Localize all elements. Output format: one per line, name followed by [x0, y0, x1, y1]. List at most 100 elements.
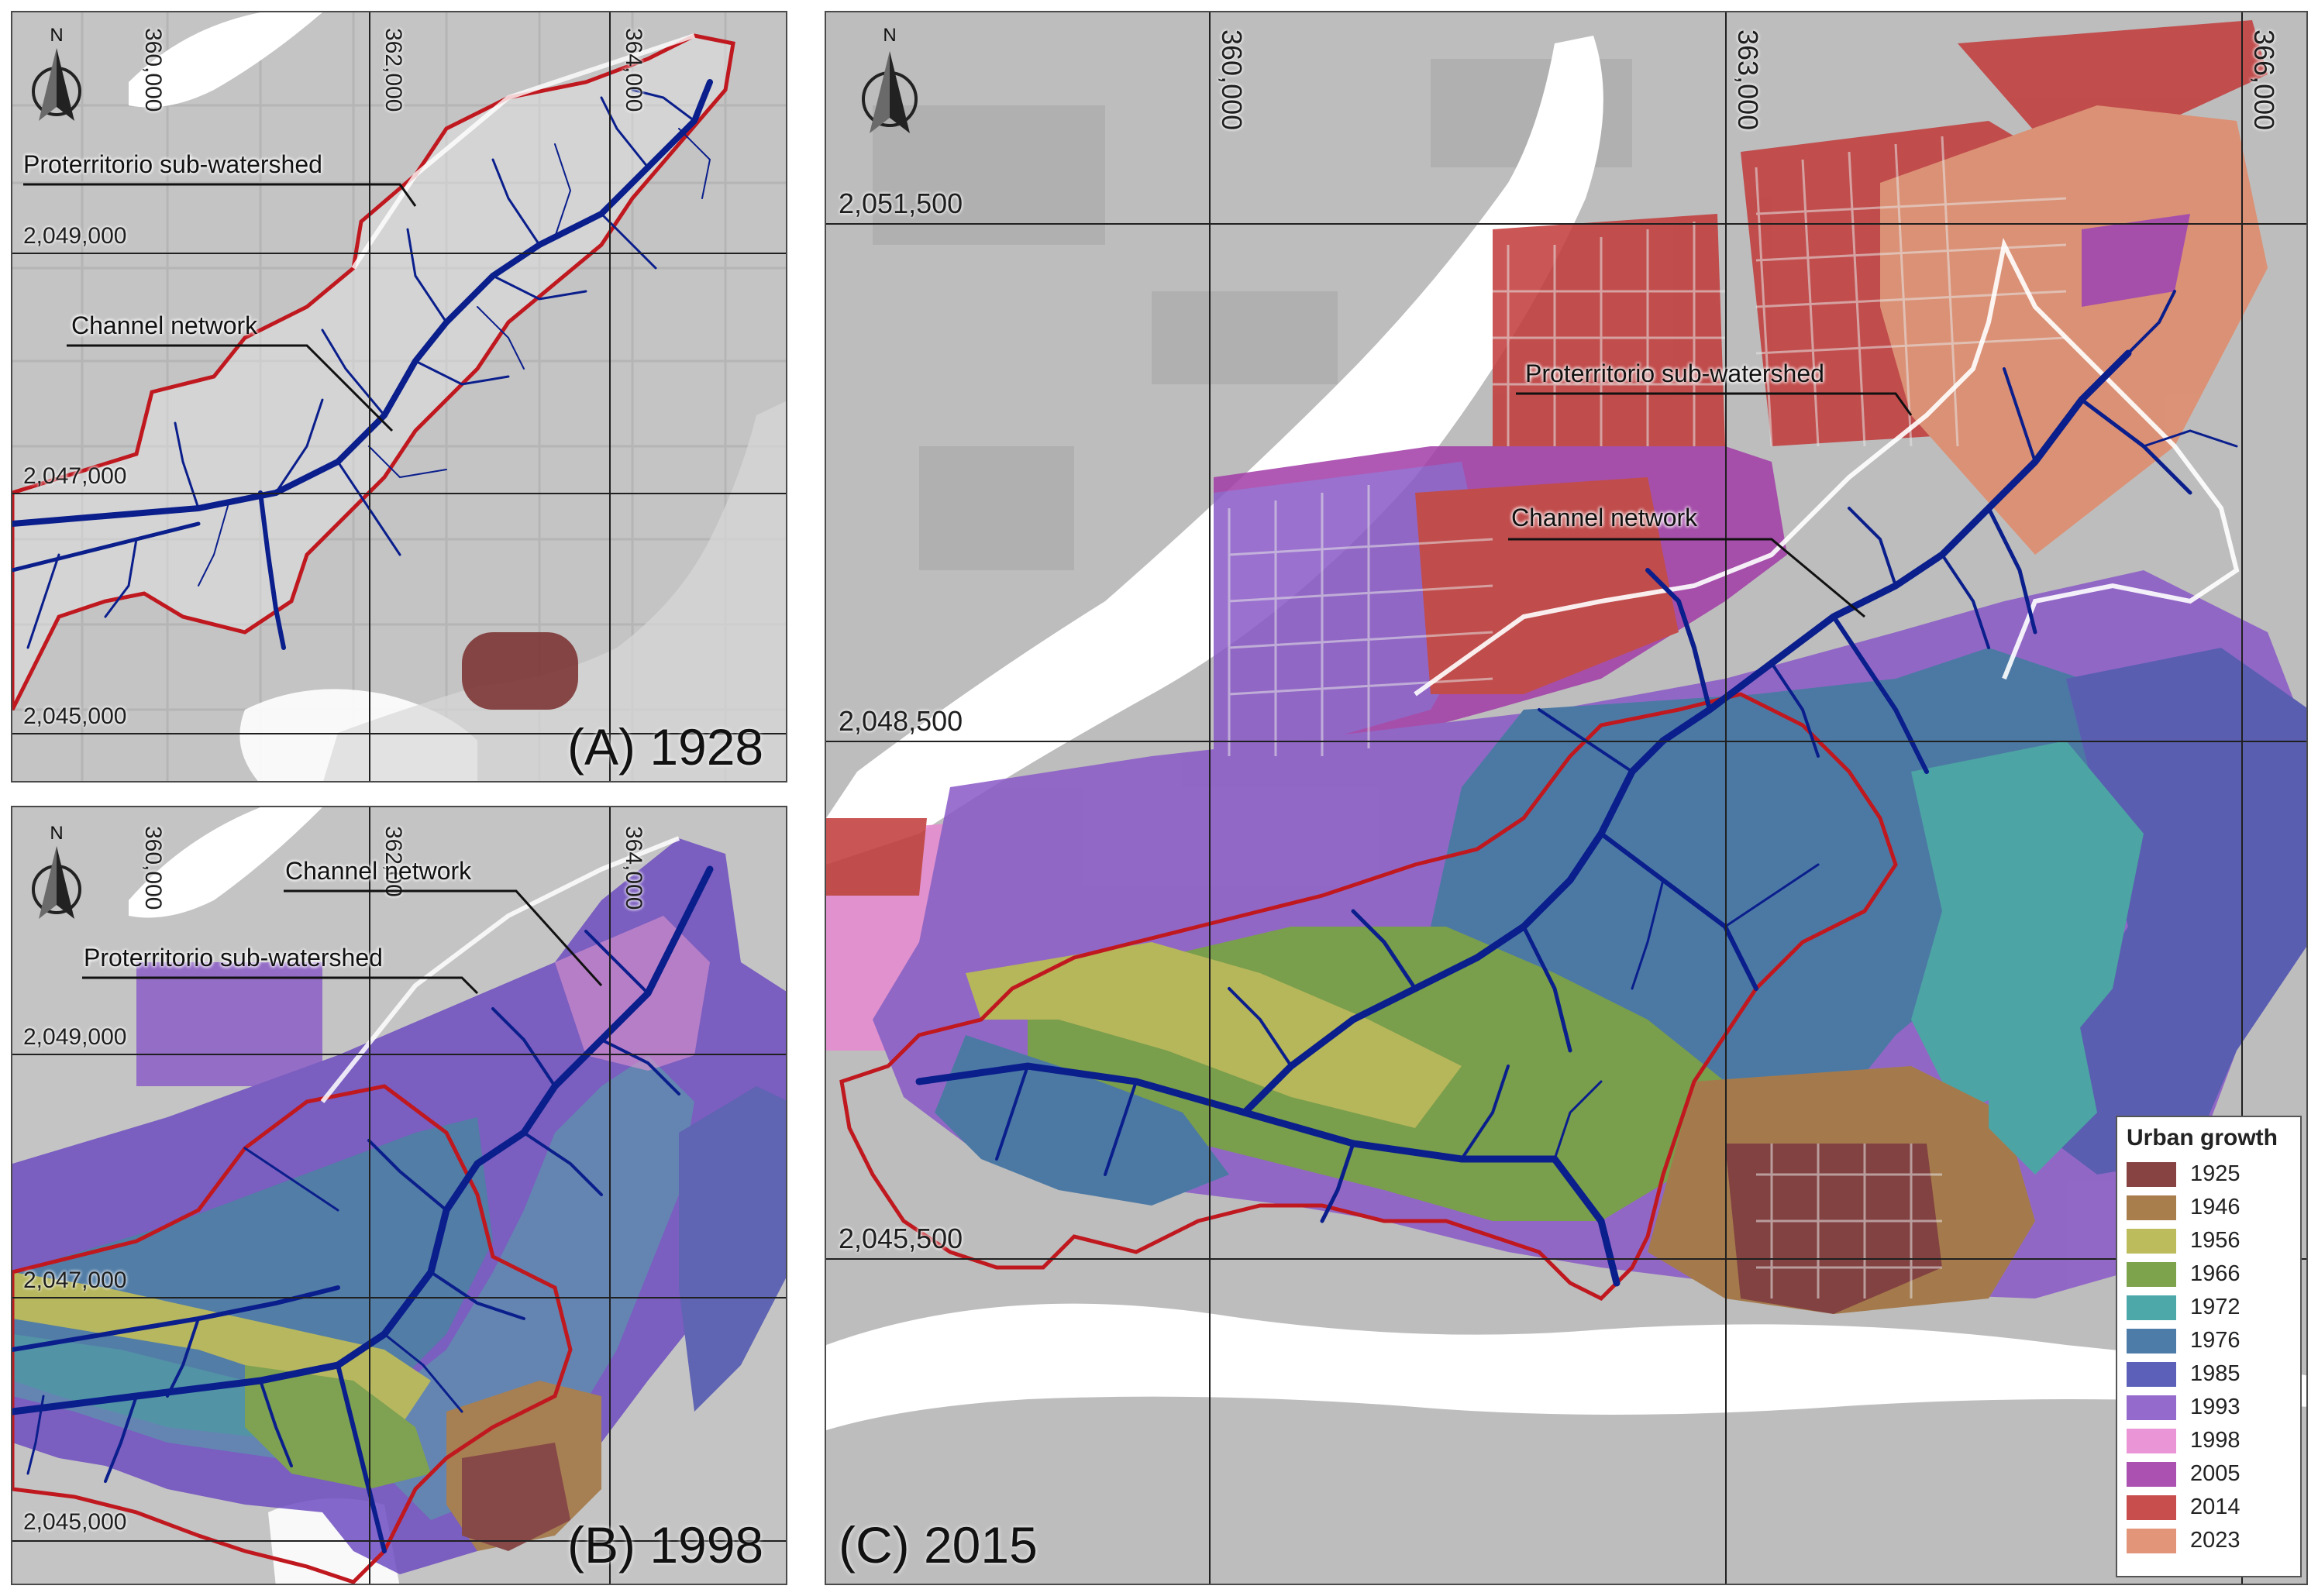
legend-label: 1998	[2190, 1428, 2241, 1453]
y-tick-b-1: 2,047,000	[23, 1268, 127, 1293]
grid-h3-c	[826, 1258, 2306, 1260]
lake-b	[129, 807, 322, 918]
grid-v2-a	[609, 12, 611, 781]
panel-c-2015: 360,000 363,000 366,000 2,051,500 2,048,…	[825, 11, 2308, 1585]
grid-v1-b	[369, 807, 370, 1584]
legend-label: 1966	[2190, 1261, 2241, 1286]
boundary-white-c	[1414, 237, 2240, 697]
callout-watershed-b: Proterritorio sub-watershed	[84, 944, 383, 972]
legend-title: Urban growth	[2127, 1125, 2278, 1151]
legend-label: 2005	[2190, 1461, 2241, 1486]
legend-item-1972: 1972	[2127, 1291, 2291, 1324]
north-arrow-icon	[32, 846, 81, 919]
legend-item-2023: 2023	[2127, 1524, 2291, 1557]
legend-item-1998: 1998	[2127, 1424, 2291, 1457]
legend-swatch	[2127, 1395, 2176, 1420]
grid-h2-b	[12, 1297, 786, 1298]
legend-swatch	[2127, 1295, 2176, 1320]
y-tick-b-0: 2,049,000	[23, 1024, 127, 1050]
channel-network-a	[12, 79, 713, 650]
north-arrow-c: N	[857, 25, 922, 157]
grid-h3-a	[12, 733, 786, 734]
legend-rows: 1925 1946 1956 1966 1972 1976 1985 1993 1998 2005…	[2127, 1157, 2291, 1557]
north-arrow-a: N	[28, 25, 85, 141]
legend-swatch	[2127, 1261, 2176, 1287]
urban-1925-a	[462, 632, 578, 710]
map-b	[12, 807, 786, 1584]
legend-swatch	[2127, 1195, 2176, 1220]
legend-item-1993: 1993	[2127, 1391, 2291, 1424]
panel-label-c: (C) 2015	[839, 1516, 1038, 1574]
leaders-b	[82, 889, 603, 995]
legend-item-2005: 2005	[2127, 1457, 2291, 1491]
legend-item-1966: 1966	[2127, 1257, 2291, 1291]
callout-watershed-a: Proterritorio sub-watershed	[23, 150, 322, 178]
grid-v1-a	[369, 12, 370, 781]
y-tick-b-2: 2,045,000	[23, 1509, 127, 1535]
legend-label: 1925	[2190, 1161, 2241, 1186]
watershed-boundary-a	[12, 33, 735, 711]
grid-h2-a	[12, 493, 786, 494]
grid-h2-c	[826, 741, 2306, 742]
legend-label: 2014	[2190, 1495, 2241, 1519]
legend-label: 1985	[2190, 1361, 2241, 1386]
legend-item-1946: 1946	[2127, 1191, 2291, 1224]
grid-v1-c	[1209, 12, 1211, 1584]
legend: Urban growth 1925 1946 1956 1966 1972 1976 198…	[2116, 1116, 2302, 1577]
legend-label: 2023	[2190, 1528, 2241, 1553]
legend-label: 1956	[2190, 1228, 2241, 1253]
leader-watershed-a	[23, 183, 417, 432]
panel-a-1928: 360,000 362,000 364,000 2,049,000 2,047,…	[11, 11, 787, 783]
legend-item-1976: 1976	[2127, 1324, 2291, 1357]
grid-h1-a	[12, 253, 786, 254]
north-arrow-icon	[32, 48, 81, 121]
map-c	[826, 12, 2306, 1584]
panel-label-b: (B) 1998	[567, 1516, 764, 1574]
legend-label: 1976	[2190, 1328, 2241, 1353]
y-tick-a-1: 2,047,000	[23, 463, 127, 489]
legend-item-1985: 1985	[2127, 1357, 2291, 1391]
y-tick-a-0: 2,049,000	[23, 223, 127, 249]
grid-v3-c	[2241, 12, 2243, 1584]
legend-item-1925: 1925	[2127, 1157, 2291, 1191]
legend-swatch	[2127, 1328, 2176, 1354]
grid-h1-c	[826, 223, 2306, 225]
coast-a	[323, 401, 786, 781]
legend-swatch	[2127, 1361, 2176, 1387]
grid-v2-b	[609, 807, 611, 1584]
callout-channel-a: Channel network	[71, 311, 258, 339]
lake-a	[129, 12, 322, 108]
north-arrow-b: N	[28, 823, 85, 939]
legend-swatch	[2127, 1528, 2176, 1553]
grid-h3-b	[12, 1540, 786, 1542]
y-tick-c-0: 2,051,500	[839, 187, 963, 219]
legend-swatch	[2127, 1428, 2176, 1453]
grid-h1-b	[12, 1054, 786, 1055]
callout-channel-c: Channel network	[1511, 504, 1698, 531]
map-a	[12, 12, 786, 781]
legend-label: 1946	[2190, 1195, 2241, 1219]
legend-swatch	[2127, 1161, 2176, 1187]
water-south-c	[826, 1303, 2306, 1430]
legend-swatch	[2127, 1495, 2176, 1520]
leaders-c	[1508, 392, 1913, 618]
callout-channel-b: Channel network	[285, 857, 472, 885]
legend-swatch	[2127, 1228, 2176, 1254]
grid-v2-c	[1725, 12, 1727, 1584]
callout-watershed-c: Proterritorio sub-watershed	[1525, 359, 1824, 387]
legend-label: 1972	[2190, 1295, 2241, 1319]
legend-item-1956: 1956	[2127, 1224, 2291, 1257]
panel-label-a: (A) 1928	[567, 718, 764, 776]
legend-item-2014: 2014	[2127, 1491, 2291, 1524]
channel-network-b	[12, 865, 714, 1553]
panel-b-1998: 360,000 362,00 364,000 2,049,000 2,047,0…	[11, 806, 787, 1585]
y-tick-c-1: 2,048,500	[839, 705, 963, 737]
north-arrow-icon	[862, 51, 918, 133]
watershed-boundary-b	[12, 1084, 573, 1584]
legend-label: 1993	[2190, 1395, 2241, 1419]
y-tick-a-2: 2,045,000	[23, 703, 127, 729]
lake-c	[826, 36, 1603, 865]
legend-swatch	[2127, 1461, 2176, 1487]
y-tick-c-2: 2,045,500	[839, 1223, 963, 1254]
street-grid-c	[1228, 136, 2067, 1298]
